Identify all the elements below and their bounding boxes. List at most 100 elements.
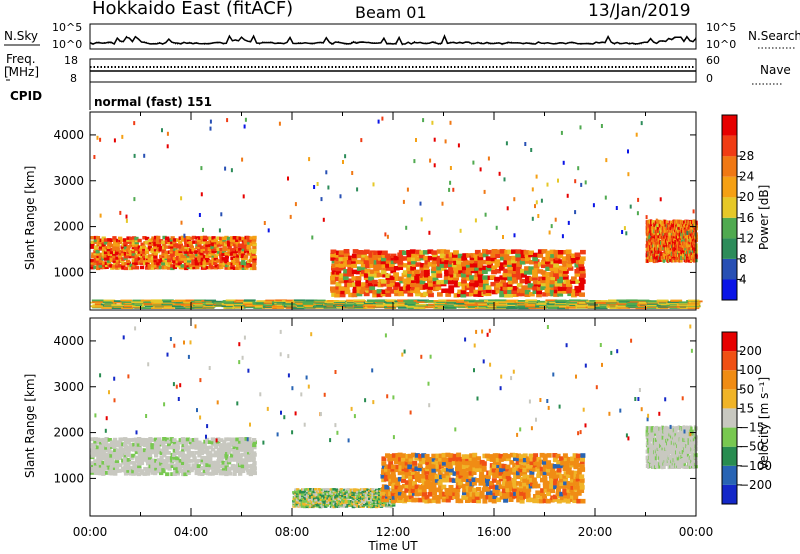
heatmap-cell (498, 471, 504, 476)
heatmap-cell (575, 255, 581, 261)
heatmap-cell (512, 269, 519, 274)
heatmap-cell (121, 301, 134, 303)
heatmap-cell (126, 469, 131, 473)
heatmap-cell (395, 464, 401, 470)
heatmap-cell (566, 488, 572, 493)
heatmap-cell (194, 257, 199, 261)
heatmap-cell (219, 247, 224, 251)
heatmap-cell (681, 250, 684, 255)
heatmap-cell (570, 491, 576, 496)
heatmap-cell (499, 262, 506, 267)
heatmap-cell (344, 503, 348, 507)
heatmap-cell (519, 491, 525, 496)
heatmap-cell (217, 464, 222, 469)
heatmap-cell (222, 240, 227, 244)
heatmap-cell (389, 289, 396, 294)
heatmap-cell (512, 484, 518, 489)
heatmap-cell (134, 254, 139, 258)
heatmap-cell (213, 453, 218, 458)
heatmap-cell (197, 254, 203, 259)
heatmap-cell (578, 283, 585, 288)
heatmap-cell (243, 243, 248, 248)
heatmap-cell (505, 300, 518, 303)
heatmap-cell (512, 467, 518, 473)
heatmap-cell (180, 445, 186, 450)
heatmap-cell (107, 242, 112, 247)
heatmap-cell (175, 261, 180, 266)
heatmap-cell (432, 490, 438, 496)
heatmap-cell (112, 452, 117, 457)
heatmap-cell (90, 236, 95, 240)
heatmap-cell (346, 269, 353, 274)
heatmap-cell (211, 256, 216, 260)
heatmap-cell (441, 201, 444, 206)
heatmap-cell (184, 257, 189, 261)
heatmap-cell (393, 272, 399, 277)
heatmap-cell (436, 280, 443, 285)
heatmap-cell (360, 262, 367, 268)
heatmap-cell (419, 282, 426, 288)
heatmap-cell (232, 261, 237, 266)
heatmap-cell (219, 445, 224, 450)
heatmap-cell (389, 266, 395, 271)
heatmap-cell (560, 498, 566, 503)
heatmap-cell (344, 289, 351, 295)
heatmap-cell (227, 243, 232, 247)
heatmap-cell (384, 497, 389, 503)
heatmap-cell (90, 448, 95, 453)
heatmap-cell (232, 464, 237, 469)
heatmap-cell (235, 261, 241, 266)
colorbar-segment (722, 156, 737, 177)
heatmap-cell (238, 446, 243, 450)
heatmap-cell (464, 474, 470, 480)
heatmap-cell (474, 218, 477, 223)
heatmap-cell (202, 261, 207, 265)
heatmap-cell (489, 490, 495, 496)
heatmap-cell (310, 496, 315, 499)
heatmap-cell (397, 498, 403, 503)
heatmap-cell (244, 241, 249, 245)
heatmap-cell (472, 160, 475, 165)
heatmap-cell (500, 279, 506, 284)
heatmap-cell (402, 278, 409, 283)
heatmap-cell (154, 458, 159, 463)
heatmap-cell (520, 495, 525, 501)
heatmap-cell (410, 266, 416, 271)
heatmap-cell (456, 263, 463, 268)
heatmap-cell (362, 498, 367, 502)
heatmap-cell (542, 453, 548, 459)
heatmap-cell (142, 250, 147, 254)
heatmap-cell (414, 456, 420, 461)
heatmap-cell (345, 303, 357, 306)
heatmap-cell (241, 445, 246, 450)
heatmap-cell (356, 496, 360, 499)
heatmap-cell (161, 459, 166, 463)
heatmap-cell (485, 478, 490, 483)
heatmap-cell (164, 437, 169, 442)
heatmap-cell (106, 256, 111, 261)
heatmap-cell (292, 505, 296, 508)
heatmap-cell (209, 119, 212, 124)
heatmap-cell (175, 249, 180, 253)
heatmap-cell (471, 470, 477, 475)
heatmap-cell (370, 501, 374, 504)
heatmap-cell (545, 283, 552, 288)
heatmap-cell (357, 250, 363, 255)
heatmap-cell (265, 299, 277, 302)
heatmap-cell (210, 437, 215, 442)
heatmap-cell (522, 474, 528, 479)
heatmap-cell (537, 249, 544, 254)
heatmap-cell (175, 307, 187, 309)
heatmap-cell (109, 443, 114, 448)
heatmap-cell (449, 477, 455, 483)
heatmap-cell (107, 240, 112, 245)
heatmap-cell (578, 266, 585, 271)
heatmap-cell (557, 278, 563, 284)
heatmap-cell (482, 265, 489, 271)
heatmap-cell (461, 262, 467, 267)
heatmap-cell (404, 460, 410, 466)
heatmap-cell (356, 187, 359, 192)
heatmap-cell (232, 238, 238, 243)
heatmap-cell (191, 247, 196, 252)
heatmap-cell (424, 269, 430, 274)
